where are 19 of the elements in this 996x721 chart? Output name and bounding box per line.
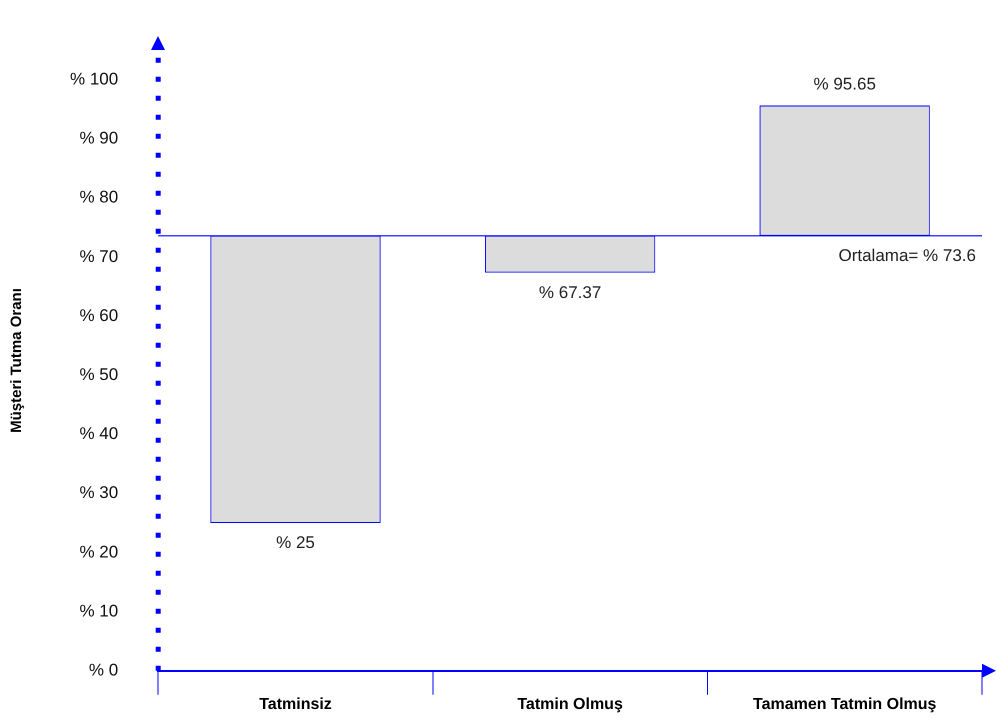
y-axis-title: Müşteri Tutma Oranı	[8, 288, 26, 433]
ref-line-label: Ortalama= % 73.6	[838, 246, 976, 265]
y-tick-label: % 30	[79, 483, 118, 502]
x-tick-label: Tatmin Olmuş	[517, 696, 623, 713]
y-tick-label: % 0	[88, 660, 118, 680]
y-tick-label: % 100	[70, 69, 118, 88]
x-tick-label: Tamamen Tatmin Olmuş	[752, 696, 937, 713]
data-label: % 67.37	[538, 282, 602, 302]
y-tick-label: % 40	[79, 424, 118, 444]
y-tick-label: % 10	[79, 601, 118, 620]
y-tick-label: % 60	[79, 306, 118, 325]
x-tick-label: Tatminsiz	[259, 696, 332, 713]
y-tick-label: % 70	[79, 246, 118, 266]
y-tick-label: % 80	[79, 188, 118, 207]
y-tick-label: % 20	[79, 542, 118, 562]
data-label: % 95.65	[814, 74, 876, 94]
y-tick-label: % 50	[79, 364, 118, 384]
data-label: % 25	[276, 533, 315, 552]
y-tick-label: % 90	[79, 128, 118, 148]
